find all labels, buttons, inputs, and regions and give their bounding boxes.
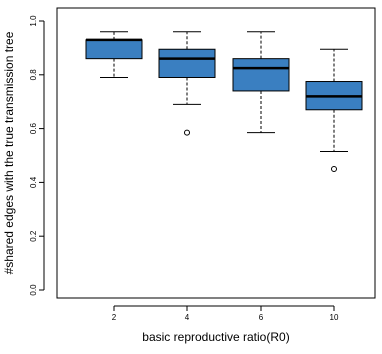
y-tick-label: 0.8 [29, 69, 38, 81]
y-tick-label: 1.0 [29, 15, 38, 27]
y-axis-label: #shared edges with the true transmission… [2, 31, 16, 274]
plot-frame [56, 7, 376, 299]
y-tick-label: 0.4 [29, 176, 38, 188]
x-tick-label: 6 [259, 313, 264, 322]
box-group [232, 31, 290, 134]
box-group [305, 48, 363, 172]
boxes [85, 31, 363, 172]
x-tick-label: 10 [330, 313, 339, 322]
x-tick-label: 4 [185, 313, 190, 322]
box-group [158, 31, 216, 136]
box-iqr [232, 58, 290, 92]
box-iqr [158, 48, 216, 78]
y-tick-label: 0.0 [29, 284, 38, 296]
x-axis-label: basic reproductive ratio(R0) [142, 330, 289, 344]
box-group [85, 31, 143, 78]
y-tick-label: 0.6 [29, 122, 38, 134]
y-tick-label: 0.2 [29, 230, 38, 242]
x-tick-label: 2 [112, 313, 117, 322]
y-axis: 0.0 0.2 0.4 0.6 0.8 1.0 [29, 15, 45, 296]
outlier-point [331, 165, 337, 172]
box-iqr [85, 39, 143, 60]
outlier-point [184, 129, 190, 136]
x-axis: 2 4 6 10 [112, 305, 339, 322]
